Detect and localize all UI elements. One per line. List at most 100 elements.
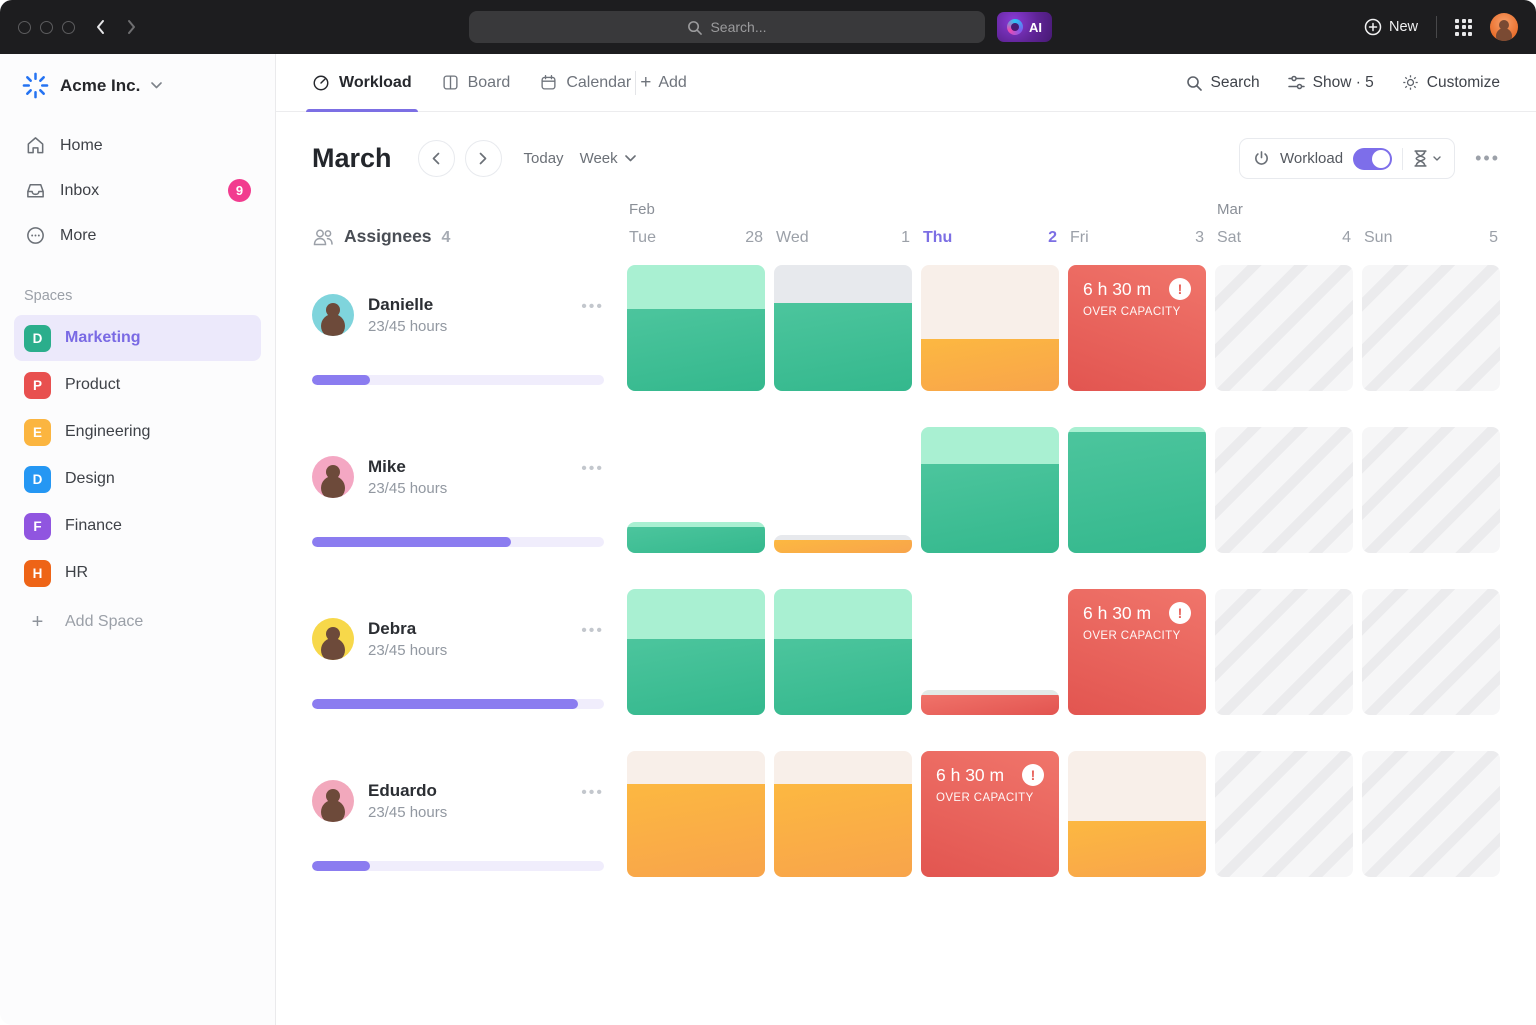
show-filters-button[interactable]: Show · 5: [1287, 73, 1374, 92]
task-block[interactable]: [1068, 751, 1206, 877]
task-block[interactable]: [1068, 427, 1206, 553]
workspace-switcher[interactable]: Acme Inc.: [0, 54, 275, 113]
task-block[interactable]: [921, 265, 1059, 391]
today-button[interactable]: Today: [523, 150, 564, 167]
workload-toggle[interactable]: [1353, 147, 1393, 170]
orange-segment: [921, 339, 1059, 391]
sidebar-space-design[interactable]: D Design: [14, 456, 261, 502]
window-zoom-icon[interactable]: [62, 20, 75, 34]
capacity-progress-bar: [312, 537, 604, 547]
sidebar-item-inbox[interactable]: Inbox 9: [14, 168, 261, 213]
workspace-logo-icon: [22, 72, 49, 99]
task-block[interactable]: [774, 589, 912, 715]
day-date-row: Sat 4: [1215, 227, 1353, 251]
green-segment: [627, 639, 765, 715]
global-search-input[interactable]: Search...: [468, 11, 985, 43]
more-icon: [24, 225, 46, 246]
day-date-row: Fri 3: [1068, 227, 1206, 251]
assignee-texts: Mike 23/45 hours: [368, 457, 447, 497]
over-capacity-time: 6 h 30 m: [1083, 602, 1152, 623]
window-minimize-icon[interactable]: [40, 20, 53, 34]
search-icon: [688, 20, 703, 35]
assignee-hours: 23/45 hours: [368, 480, 448, 497]
workspace-name: Acme Inc.: [60, 75, 141, 95]
sidebar-item-home[interactable]: Home: [14, 123, 261, 168]
row-options-button[interactable]: •••: [581, 460, 604, 477]
back-icon[interactable]: [95, 19, 105, 35]
sidebar-space-engineering[interactable]: E Engineering: [14, 409, 261, 455]
range-label: Week: [579, 150, 618, 167]
plus-circle-icon: [1364, 18, 1382, 36]
workload-pill: Workload: [1239, 138, 1456, 179]
over-capacity-row: 6 h 30 m!: [1083, 602, 1191, 624]
task-block[interactable]: [627, 265, 765, 391]
task-block[interactable]: [627, 751, 765, 877]
row-options-button[interactable]: •••: [581, 622, 604, 639]
capacity-dropdown[interactable]: [1413, 150, 1441, 167]
day-date-row: Tue 28: [627, 227, 765, 251]
spaces-list: D Marketing P Product E Engineering D Design F Fi…: [0, 314, 275, 597]
customize-button[interactable]: Customize: [1402, 74, 1500, 92]
task-block[interactable]: [627, 589, 765, 715]
inbox-icon: [24, 180, 46, 201]
window-controls[interactable]: [18, 20, 75, 34]
task-block-cell: [774, 427, 912, 553]
over-capacity-block[interactable]: 6 h 30 m! OVER CAPACITY: [1068, 265, 1206, 391]
assignees-count: 4: [441, 229, 451, 246]
assignee-name: Debra: [368, 619, 417, 638]
space-label: Engineering: [65, 423, 151, 440]
pill-divider: [1402, 147, 1404, 170]
task-block[interactable]: [774, 535, 912, 553]
over-capacity-block[interactable]: 6 h 30 m! OVER CAPACITY: [1068, 589, 1206, 715]
day-number: 4: [1342, 229, 1351, 246]
row-options-button[interactable]: •••: [581, 784, 604, 801]
task-block[interactable]: [627, 522, 765, 553]
cream-segment: [1068, 751, 1206, 821]
sidebar-item-more[interactable]: More: [14, 213, 261, 258]
green-segment: [774, 639, 912, 715]
show-filters-label: Show · 5: [1312, 73, 1374, 91]
more-options-button[interactable]: •••: [1475, 148, 1500, 168]
view-search-button[interactable]: Search: [1186, 74, 1260, 92]
prev-week-button[interactable]: [417, 140, 455, 177]
task-block[interactable]: [774, 751, 912, 877]
main-content: Workload Board Calendar + Add Search Show …: [276, 54, 1536, 1025]
window-close-icon[interactable]: [18, 20, 31, 34]
sidebar-space-hr[interactable]: H HR: [14, 550, 261, 596]
green-segment: [627, 527, 765, 553]
space-label: Product: [65, 376, 121, 393]
add-space-button[interactable]: + Add Space: [14, 599, 261, 645]
new-button[interactable]: New: [1364, 18, 1418, 36]
over-capacity-block[interactable]: 6 h 30 m! OVER CAPACITY: [921, 751, 1059, 877]
forward-icon[interactable]: [127, 19, 137, 35]
sidebar-space-finance[interactable]: F Finance: [14, 503, 261, 549]
next-week-button[interactable]: [464, 140, 502, 177]
topbar-divider: [1436, 16, 1437, 38]
row-options-button[interactable]: •••: [581, 298, 604, 315]
sidebar-space-marketing[interactable]: D Marketing: [14, 315, 261, 361]
ai-button[interactable]: AI: [996, 12, 1052, 42]
sidebar-space-product[interactable]: P Product: [14, 362, 261, 408]
range-select[interactable]: Week: [580, 150, 636, 167]
tab-label: Workload: [339, 73, 412, 91]
green-segment: [921, 464, 1059, 553]
apps-grid-icon[interactable]: [1455, 18, 1472, 36]
calendar-icon: [540, 74, 557, 91]
capacity-progress-fill: [312, 699, 578, 709]
green-segment: [774, 303, 912, 391]
day-column-header: Fri 3: [1068, 201, 1206, 251]
task-block[interactable]: [921, 427, 1059, 553]
day-name: Wed: [776, 229, 809, 246]
assignee-info: Debra 23/45 hours •••: [312, 618, 604, 660]
tab-calendar[interactable]: Calendar: [540, 54, 631, 112]
user-avatar[interactable]: [1490, 13, 1518, 41]
day-name: Tue: [629, 229, 656, 246]
tab-board[interactable]: Board: [442, 54, 510, 112]
add-view-button[interactable]: + Add: [640, 54, 687, 112]
tab-workload[interactable]: Workload: [306, 54, 418, 112]
task-block[interactable]: [921, 690, 1059, 715]
weekend-cell: [1362, 427, 1500, 553]
home-icon: [24, 135, 46, 156]
task-block[interactable]: [774, 265, 912, 391]
